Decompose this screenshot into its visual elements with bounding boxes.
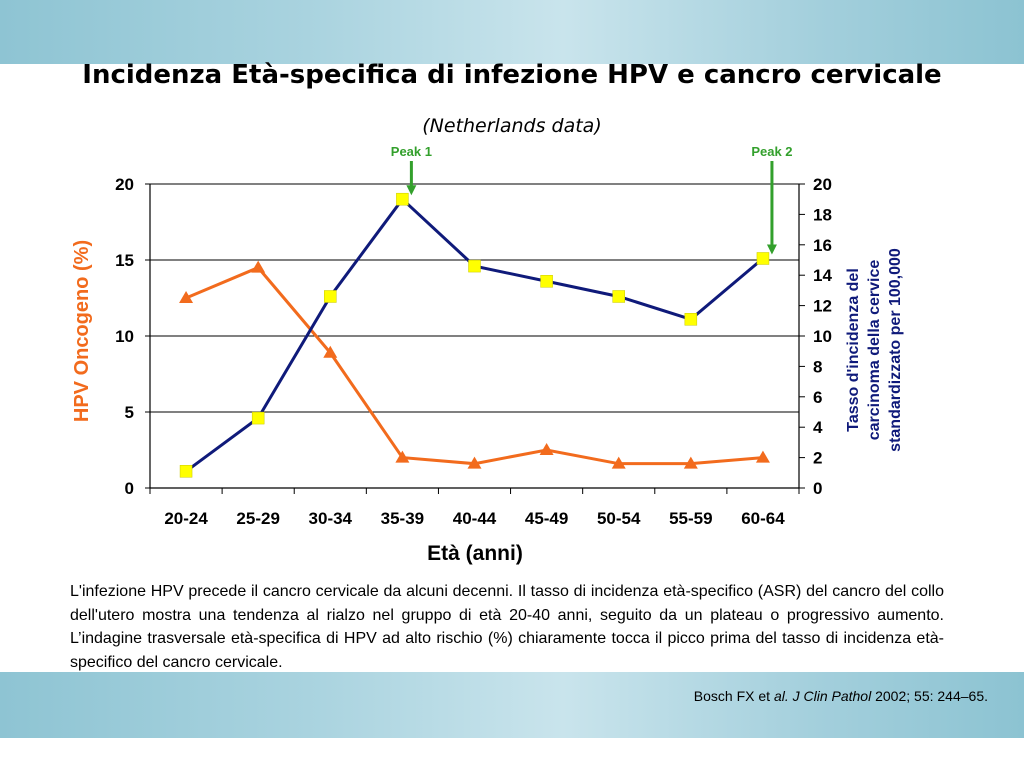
peak-2-label: Peak 2 — [751, 144, 792, 159]
cancer-data-point — [179, 465, 193, 478]
citation-authors: Bosch FX et — [693, 688, 774, 704]
y2-axis-title-line: Tasso d'incidenza del — [845, 268, 862, 432]
citation-details: 2002; 55: 244–65. — [871, 688, 988, 704]
hpv-data-point — [467, 456, 482, 469]
y-axis-title: HPV Oncogeno (%) — [71, 240, 93, 422]
x-tick-label: 40-44 — [453, 509, 497, 528]
cancer-data-point — [540, 275, 553, 288]
cancer-data-point — [251, 411, 265, 425]
peak-arrow-head — [766, 244, 777, 255]
slide-caption: L'infezione HPV precede il cancro cervic… — [70, 583, 944, 671]
cancer-data-point — [324, 290, 337, 303]
bottom-decor-band — [0, 672, 1024, 738]
cancer-data-point — [396, 192, 409, 206]
x-tick-label: 60-64 — [741, 509, 785, 528]
y2-tick-label: 2 — [813, 449, 822, 468]
hpv-prevalence-line — [185, 265, 764, 466]
y2-axis-title-line: standardizzato per 100,000 — [887, 248, 904, 452]
hpv-data-point — [323, 345, 338, 358]
peak-arrow-head — [406, 185, 417, 196]
cancer-incidence-line — [185, 196, 764, 473]
y2-tick-label: 16 — [813, 236, 832, 255]
x-tick-label: 35-39 — [381, 509, 424, 528]
y-tick-label: 5 — [125, 403, 134, 422]
x-tick-label: 50-54 — [597, 509, 641, 528]
y2-tick-label: 12 — [813, 297, 832, 316]
slide-title: Incidenza Età-specifica di infezione HPV… — [82, 60, 942, 90]
y2-tick-label: 10 — [813, 327, 832, 346]
hpv-data-point — [539, 443, 554, 455]
hpv-data-point — [611, 456, 626, 469]
peak-1-label: Peak 1 — [391, 144, 432, 159]
y2-axis-title-line: carcinoma della cervice — [866, 260, 883, 441]
y2-tick-label: 8 — [813, 357, 822, 376]
cancer-data-point — [468, 259, 481, 273]
y2-tick-label: 0 — [813, 479, 822, 498]
slide-subtitle: (Netherlands data) — [422, 115, 602, 137]
x-axis-title: Età (anni) — [427, 542, 523, 565]
y-tick-label: 0 — [125, 479, 134, 498]
y2-tick-label: 20 — [813, 175, 832, 194]
citation: Bosch FX et al. J Clin Pathol 2002; 55: … — [694, 688, 988, 704]
hpv-data-point — [395, 450, 410, 463]
x-tick-label: 45-49 — [525, 509, 568, 528]
x-tick-label: 20-24 — [164, 509, 208, 528]
y-tick-label: 10 — [115, 327, 134, 346]
y2-tick-label: 14 — [813, 266, 832, 285]
y2-tick-label: 18 — [813, 205, 832, 224]
top-decor-band — [0, 0, 1024, 64]
x-tick-label: 25-29 — [236, 509, 279, 528]
x-tick-label: 55-59 — [669, 509, 712, 528]
cancer-data-point — [684, 313, 698, 326]
hpv-data-point — [683, 456, 698, 469]
hpv-incidence-chart: 0 5 10 15 20 0 2 4 6 8 10 12 14 16 18 20 20-24 25-29 30-34… — [71, 144, 904, 565]
y2-tick-label: 4 — [813, 418, 823, 437]
cancer-data-point — [756, 252, 770, 265]
y2-tick-label: 6 — [813, 388, 822, 407]
y-tick-label: 20 — [115, 175, 134, 194]
y-tick-label: 15 — [115, 251, 134, 270]
x-tick-label: 30-34 — [309, 509, 353, 528]
citation-journal: al. J Clin Pathol — [773, 688, 872, 704]
hpv-data-point — [755, 450, 770, 463]
hpv-data-point — [251, 260, 266, 273]
cancer-data-point — [612, 290, 625, 303]
hpv-data-point — [179, 291, 194, 303]
